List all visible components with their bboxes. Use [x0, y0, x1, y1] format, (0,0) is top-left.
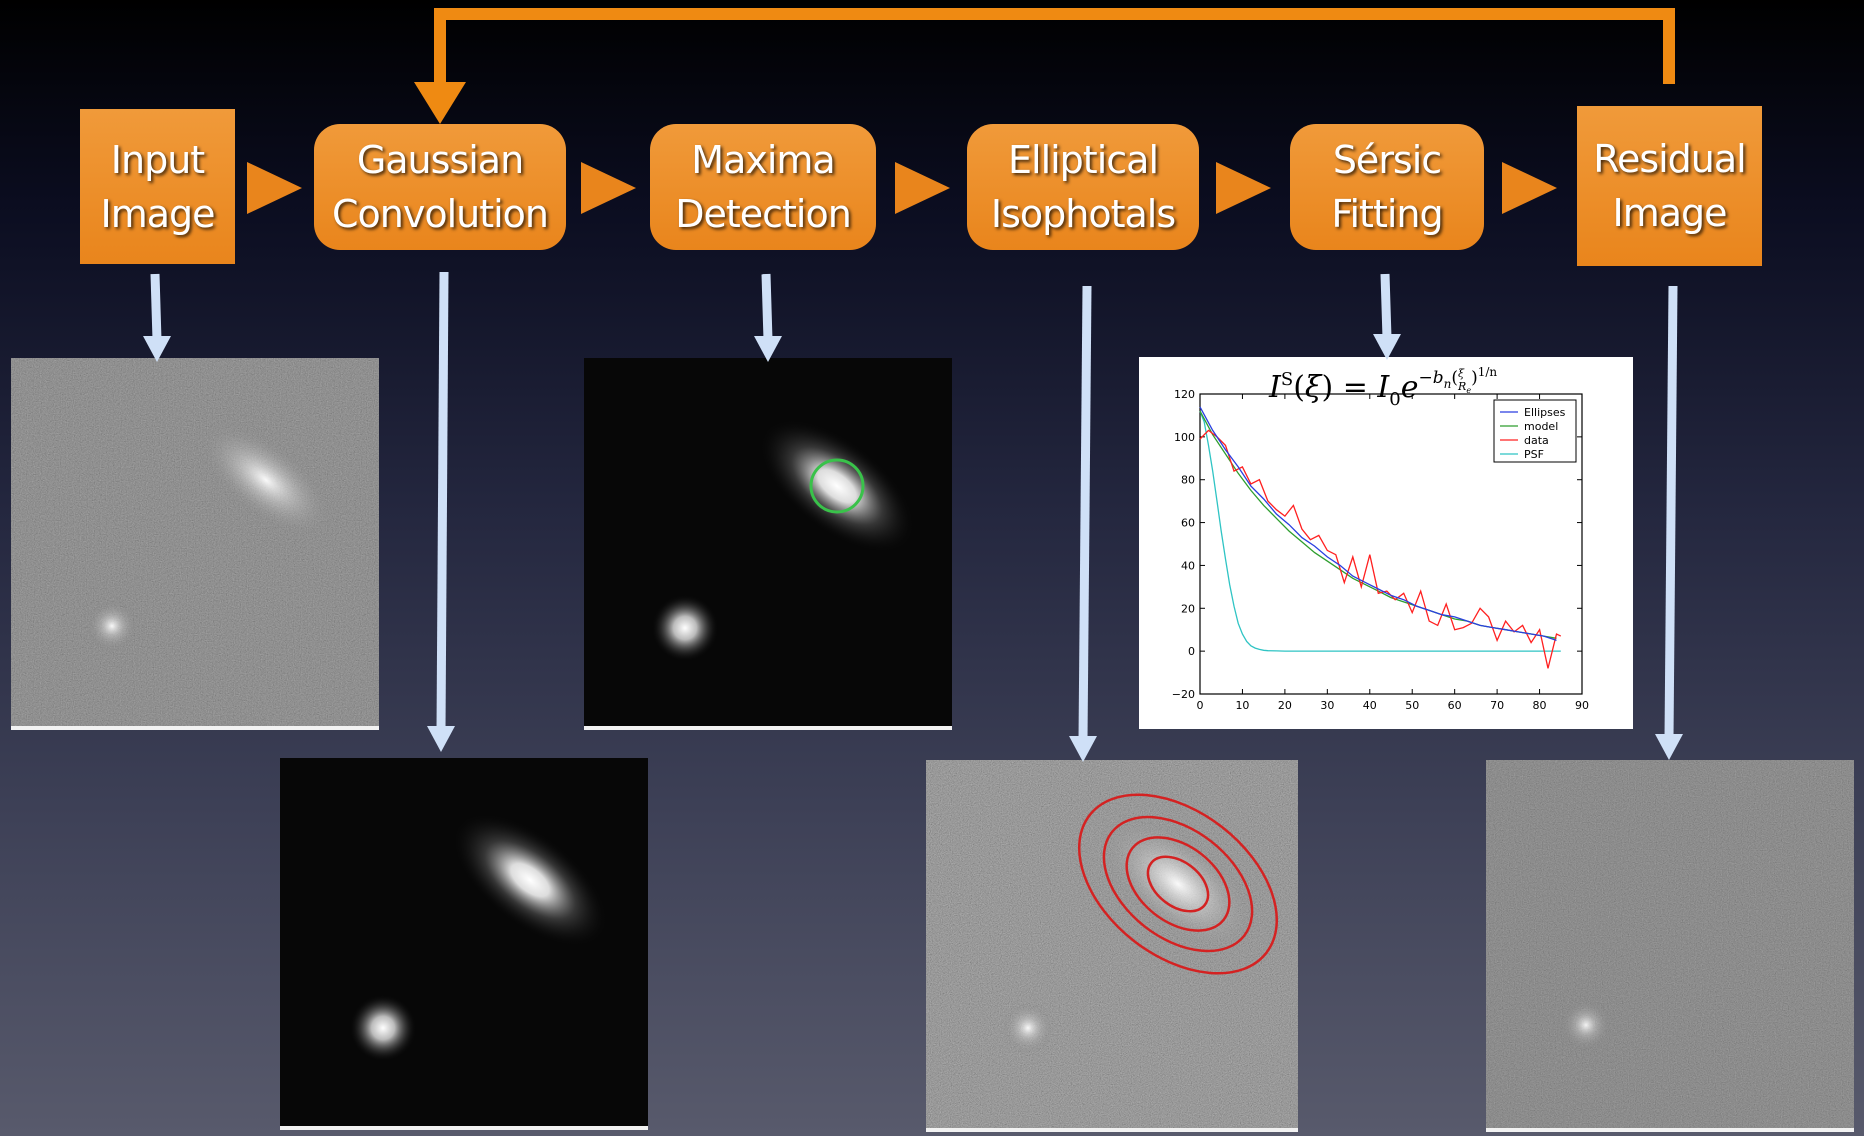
down-arrow-residual — [1664, 285, 1678, 739]
step-label-line1: Residual — [1593, 137, 1746, 181]
x-tick-label: 80 — [1533, 699, 1547, 712]
flow-arrow-1 — [247, 162, 302, 214]
y-tick-label: 0 — [1188, 645, 1195, 658]
down-arrow-isophotals — [1078, 285, 1092, 741]
chart-title: IS(ξ) = I0e−bn(ξ Re)1/n — [1268, 365, 1497, 410]
x-tick-label: 70 — [1490, 699, 1504, 712]
x-tick-label: 90 — [1575, 699, 1589, 712]
down-arrowhead-gaussian — [427, 726, 455, 752]
step-elliptical-isophotals: Elliptical Isophotals — [967, 124, 1199, 250]
step-label-line2: Fitting — [1331, 192, 1443, 236]
plot-frame — [1199, 393, 1583, 695]
y-tick-label: 60 — [1181, 517, 1195, 530]
legend-label: model — [1524, 420, 1558, 433]
step-label-line1: Gaussian — [356, 138, 524, 182]
y-tick-label: 100 — [1174, 431, 1195, 444]
step-sersic-fitting: Sérsic Fitting — [1290, 124, 1484, 250]
elliptical-isophotals-panel — [926, 760, 1298, 1132]
flow-arrow-4 — [1216, 162, 1271, 214]
step-label-line2: Isophotals — [990, 192, 1176, 236]
step-residual-image: Residual Image — [1577, 106, 1762, 266]
residual-image-panel — [1486, 760, 1854, 1132]
flow-arrow-3 — [895, 162, 950, 214]
step-label-line1: Maxima — [691, 138, 835, 182]
down-arrow-input — [150, 273, 162, 341]
legend-label: PSF — [1524, 448, 1544, 461]
down-arrowhead-isophotals — [1069, 736, 1097, 762]
down-arrow-gaussian — [436, 271, 449, 731]
x-tick-label: 30 — [1320, 699, 1334, 712]
isophote-ellipse — [1077, 793, 1279, 975]
isophote-ellipse — [1125, 836, 1231, 932]
step-maxima-detection: Maxima Detection — [650, 124, 876, 250]
legend-label: Ellipses — [1524, 406, 1566, 419]
x-tick-label: 20 — [1278, 699, 1292, 712]
flow-arrow-5 — [1502, 162, 1557, 214]
down-arrow-sersic — [1380, 273, 1392, 339]
step-label-line1: Sérsic — [1332, 138, 1442, 182]
series-line-psf — [1199, 410, 1561, 652]
gaussian-convolution-panel — [280, 758, 648, 1130]
feedback-loop-arrow — [434, 8, 1675, 96]
step-gaussian-convolution: Gaussian Convolution — [314, 124, 566, 250]
x-tick-label: 10 — [1235, 699, 1249, 712]
step-label-line2: Convolution — [331, 192, 549, 236]
y-tick-label: −20 — [1172, 688, 1195, 701]
legend-box — [1493, 399, 1577, 463]
down-arrow-maxima — [761, 273, 773, 341]
y-tick-label: 120 — [1174, 388, 1195, 401]
flow-arrow-2 — [581, 162, 636, 214]
x-tick-label: 40 — [1363, 699, 1377, 712]
sersic-profile-chart: IS(ξ) = I0e−bn(ξ Re)1/n 0 10 20 30 40 50 60 70 80… — [1172, 365, 1589, 712]
step-label-line2: Image — [1612, 191, 1727, 235]
series-line-data — [1199, 429, 1562, 669]
series-line-ellipses — [1199, 406, 1557, 642]
y-tick-label: 40 — [1181, 559, 1195, 572]
x-tick-label: 60 — [1448, 699, 1462, 712]
step-label-line1: Elliptical — [1008, 138, 1159, 182]
input-image-panel — [11, 358, 379, 730]
sersic-chart-panel: IS(ξ) = I0e−bn(ξ Re)1/n 0 10 20 30 40 50 60 70 80… — [1139, 357, 1633, 729]
step-label-line1: Input — [110, 137, 205, 182]
feedback-loop-arrowhead — [414, 82, 466, 124]
isophote-ellipse — [1102, 815, 1254, 953]
maxima-marker — [809, 458, 865, 514]
maxima-detection-panel — [584, 358, 952, 730]
legend-label: data — [1524, 434, 1549, 447]
y-tick-label: 20 — [1181, 602, 1195, 615]
step-label-line2: Image — [100, 191, 215, 236]
step-label-line2: Detection — [675, 192, 852, 236]
y-tick-label: 80 — [1181, 474, 1195, 487]
x-tick-label: 0 — [1197, 699, 1204, 712]
isophote-ellipse — [1146, 855, 1210, 913]
x-tick-label: 50 — [1405, 699, 1419, 712]
down-arrowhead-residual — [1655, 734, 1683, 760]
step-input-image: Input Image — [80, 109, 235, 264]
